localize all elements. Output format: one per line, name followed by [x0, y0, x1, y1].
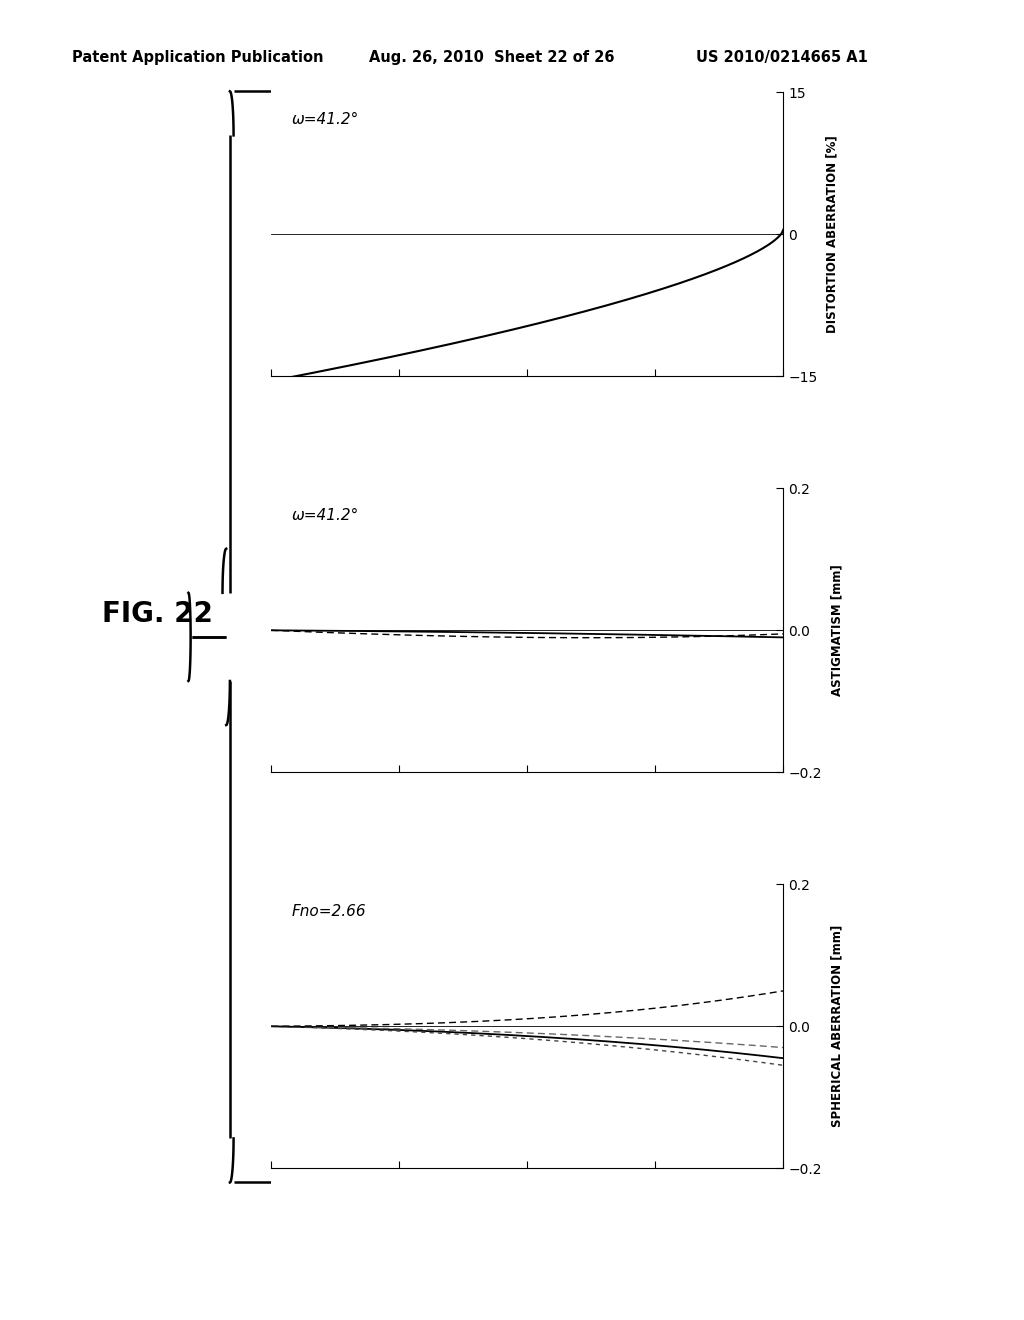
- Text: ω=41.2°: ω=41.2°: [292, 112, 359, 127]
- Text: US 2010/0214665 A1: US 2010/0214665 A1: [696, 50, 868, 65]
- Text: Patent Application Publication: Patent Application Publication: [72, 50, 324, 65]
- Text: Fno=2.66: Fno=2.66: [292, 904, 367, 919]
- Y-axis label: ASTIGMATISM [mm]: ASTIGMATISM [mm]: [830, 565, 843, 696]
- Text: Aug. 26, 2010  Sheet 22 of 26: Aug. 26, 2010 Sheet 22 of 26: [369, 50, 614, 65]
- Text: FIG. 22: FIG. 22: [102, 599, 213, 628]
- Text: ω=41.2°: ω=41.2°: [292, 508, 359, 523]
- Y-axis label: SPHERICAL ABERRATION [mm]: SPHERICAL ABERRATION [mm]: [830, 925, 843, 1127]
- Y-axis label: DISTORTION ABERRATION [%]: DISTORTION ABERRATION [%]: [825, 136, 839, 333]
